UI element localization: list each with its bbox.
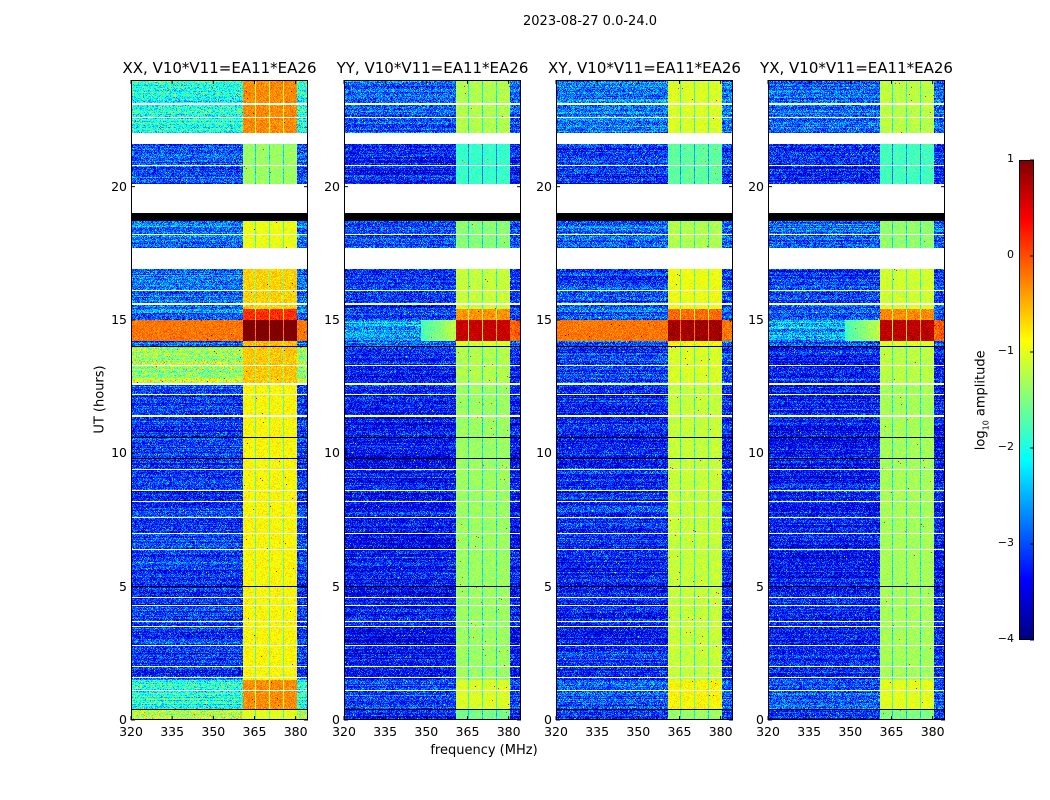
y-tick-label: 20 (111, 178, 127, 194)
x-tick-label: 350 (838, 724, 863, 739)
x-tick-label: 365 (242, 724, 267, 739)
x-tick-label: 380 (708, 724, 733, 739)
colorbar-gradient (1019, 160, 1034, 640)
y-tick-label: 10 (536, 445, 552, 461)
panel-title: YY, V10*V11=EA11*EA26 (336, 59, 529, 77)
y-tick-label: 5 (332, 578, 340, 594)
axes-frame (130, 80, 308, 721)
x-tick-label: 350 (414, 724, 439, 739)
y-tick-label: 20 (536, 178, 552, 194)
x-tick-label: 335 (373, 724, 398, 739)
x-tick-label: 320 (332, 724, 356, 739)
y-tick-label: 5 (119, 578, 127, 594)
axes-frame (555, 80, 733, 721)
y-tick-label: 15 (748, 312, 764, 327)
y-tick-label: 10 (748, 445, 764, 461)
x-tick-label: 365 (455, 724, 480, 739)
y-tick-label: 10 (111, 445, 127, 461)
heatmap-xx (131, 80, 308, 720)
panel-title: YX, V10*V11=EA11*EA26 (760, 59, 953, 77)
colorbar-frame (1019, 159, 1034, 641)
colorbar-tick-label: −4 (997, 632, 1014, 645)
y-tick-label: 0 (544, 712, 552, 727)
axes-border (768, 80, 945, 720)
x-tick-label: 320 (544, 724, 568, 739)
y-tick-label: 15 (324, 312, 340, 327)
colorbar-tick-label: −2 (997, 440, 1014, 453)
panel-title: XY, V10*V11=EA11*EA26 (548, 59, 741, 77)
x-tick-label: 380 (920, 724, 945, 739)
y-tick-label: 0 (756, 712, 764, 727)
y-tick-label: 0 (332, 712, 340, 727)
x-tick-label: 335 (585, 724, 610, 739)
axes-frame (343, 80, 521, 721)
y-tick-label: 20 (748, 178, 764, 194)
x-tick-label: 380 (283, 724, 308, 739)
axes-frame (767, 80, 945, 721)
y-tick-label: 15 (536, 312, 552, 327)
colorbar-tick-label: 1 (1007, 152, 1014, 165)
x-tick-label: 320 (756, 724, 780, 739)
heatmap-yx (768, 80, 945, 720)
axes-border (556, 80, 733, 720)
y-tick-label: 5 (544, 578, 552, 594)
figure-title: 2023-08-27 0.0-24.0 (523, 14, 657, 29)
panel-title: XX, V10*V11=EA11*EA26 (122, 59, 317, 77)
colorbar-tick-label: −1 (997, 344, 1014, 357)
x-tick-label: 380 (496, 724, 521, 739)
colorbar-label: log10 amplitude (973, 350, 991, 451)
x-tick-label: 350 (626, 724, 651, 739)
y-axis-label: UT (hours) (92, 365, 108, 434)
colorbar-tick-label: 0 (1007, 248, 1014, 261)
x-tick-label: 365 (667, 724, 692, 739)
y-tick-label: 20 (324, 178, 340, 194)
x-tick-label: 350 (201, 724, 226, 739)
colorbar-border (1019, 160, 1034, 640)
heatmap-xy (556, 80, 733, 720)
x-tick-label: 335 (160, 724, 185, 739)
x-tick-label: 320 (119, 724, 143, 739)
x-tick-label: 335 (797, 724, 822, 739)
x-axis-label: frequency (MHz) (430, 743, 538, 758)
y-tick-label: 15 (111, 312, 127, 327)
colorbar-tick-label: −3 (997, 536, 1014, 549)
heatmap-yy (344, 80, 521, 720)
y-tick-label: 0 (119, 712, 127, 727)
axes-border (344, 80, 521, 720)
axes-border (131, 80, 308, 720)
y-tick-label: 5 (756, 578, 764, 594)
x-tick-label: 365 (879, 724, 904, 739)
y-tick-label: 10 (324, 445, 340, 461)
